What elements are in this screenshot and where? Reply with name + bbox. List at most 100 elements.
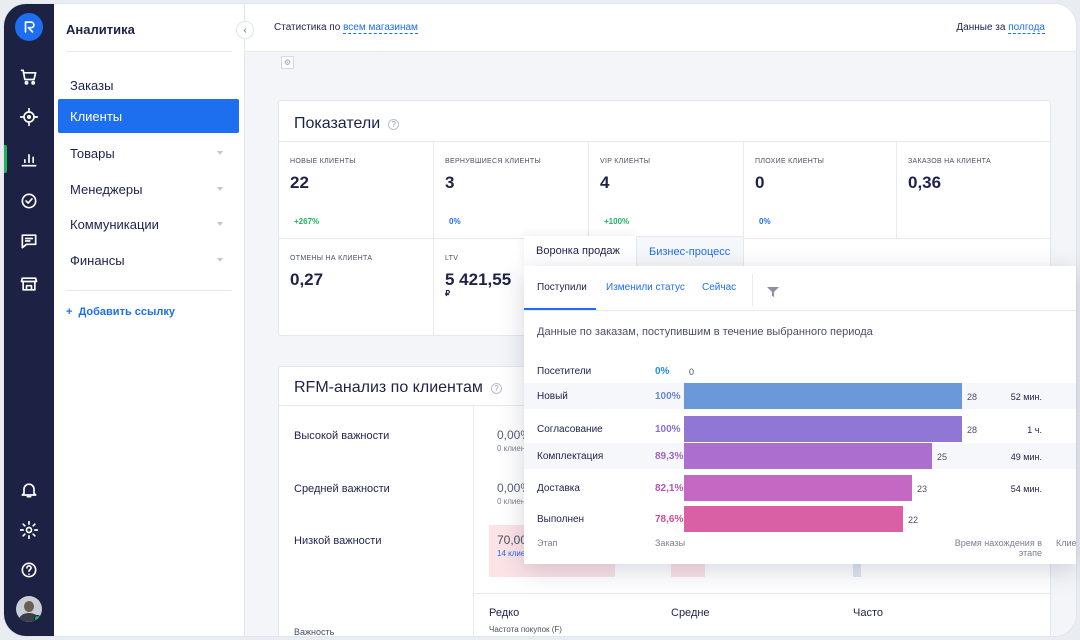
divider xyxy=(473,593,1052,594)
rfm-cell-value: 0,00% xyxy=(497,428,532,442)
metric-change: 0% xyxy=(759,217,771,226)
sidebar-item-label: Менеджеры xyxy=(70,181,143,197)
sidebar-item-communications[interactable]: Коммуникации xyxy=(58,207,239,241)
funnel-row[interactable]: Новый 100% 28 52 мин. xyxy=(524,383,1076,409)
funnel-row[interactable]: Согласование 100% 28 1 ч. xyxy=(524,416,1076,442)
divider xyxy=(66,51,232,52)
tab-label: Воронка продаж xyxy=(536,245,620,257)
metric-change: 0% xyxy=(449,217,461,226)
metric-label: ПЛОХИЕ КЛИЕНТЫ xyxy=(755,158,825,165)
currency-label: ₽ xyxy=(445,289,451,298)
funnel-bar[interactable] xyxy=(684,416,962,442)
funnel-stage-percent: 100% xyxy=(655,424,681,435)
sidebar-item-products[interactable]: Товары xyxy=(58,136,239,170)
avatar[interactable] xyxy=(16,596,42,622)
sidebar-item-managers[interactable]: Менеджеры xyxy=(58,172,239,206)
funnel-stage-count: 22 xyxy=(908,515,919,525)
funnel-stage-name: Согласование xyxy=(537,424,603,435)
bar-chart-icon[interactable] xyxy=(4,141,54,177)
metric-label: ЗАКАЗОВ НА КЛИЕНТА xyxy=(908,158,991,165)
metric-value: 4 xyxy=(600,173,610,192)
rfm-cell-sub: 14 клие xyxy=(497,549,526,558)
help-icon[interactable]: ? xyxy=(388,118,400,130)
sidebar-item-orders[interactable]: Заказы xyxy=(58,68,239,102)
chevron-down-icon xyxy=(217,222,223,226)
check-circle-icon[interactable] xyxy=(4,183,54,219)
cart-icon[interactable] xyxy=(4,59,54,95)
column-header-stage: Этап xyxy=(537,538,558,548)
metric-value: 0 xyxy=(755,173,765,192)
period-label: Данные за xyxy=(956,22,1006,33)
funnel-bar[interactable] xyxy=(684,475,912,501)
subtab-status-changed[interactable]: Изменили статус xyxy=(606,282,685,293)
sidebar-item-clients[interactable]: Клиенты xyxy=(58,99,239,133)
metric-value: 5 421,55 xyxy=(445,270,512,289)
funnel-stage-time: 52 мин. xyxy=(1010,392,1042,402)
target-icon[interactable] xyxy=(4,99,54,135)
filter-icon[interactable] xyxy=(767,284,779,302)
card-title: Показатели ? xyxy=(294,115,400,133)
funnel-stage-time: 54 мин. xyxy=(1010,484,1042,494)
subtab-active-indicator xyxy=(524,308,596,310)
funnel-row[interactable]: Доставка 82,1% 23 54 мин. xyxy=(524,475,1076,501)
rfm-x-value: Средне xyxy=(671,607,710,619)
stats-scope: Статистика по всем магазинам xyxy=(274,22,418,34)
funnel-popup: Поступили Изменили статус Сейчас Данные … xyxy=(524,266,1077,564)
metric-vip-clients: VIP КЛИЕНТЫ 4 +100% xyxy=(589,142,744,239)
funnel-stage-percent: 89,3% xyxy=(655,451,684,462)
collapse-sidebar-button[interactable]: ‹ xyxy=(236,21,254,39)
rfm-cell-sub: 0 клиен xyxy=(497,497,526,506)
gear-icon[interactable] xyxy=(4,512,54,548)
rfm-title: RFM-анализ по клиентам xyxy=(294,379,483,396)
card-title: RFM-анализ по клиентам ? xyxy=(294,379,502,397)
funnel-row[interactable]: Посетители 0% 0 xyxy=(524,362,1076,380)
period-selector-link[interactable]: полгода xyxy=(1008,22,1045,34)
metric-label: ВЕРНУВШИЕСЯ КЛИЕНТЫ xyxy=(445,158,541,165)
metric-value: 22 xyxy=(290,173,309,192)
chevron-down-icon xyxy=(217,258,223,262)
sidebar-item-finance[interactable]: Финансы xyxy=(58,243,239,277)
subtab-received[interactable]: Поступили xyxy=(537,282,587,293)
tab-sales-funnel[interactable]: Воронка продаж xyxy=(524,236,636,266)
period-scope: Данные за полгода xyxy=(956,22,1045,34)
funnel-stage-name: Новый xyxy=(537,391,568,402)
rfm-row-label: Низкой важности xyxy=(294,535,382,547)
metric-change: +100% xyxy=(604,217,630,226)
sidebar-item-label: Коммуникации xyxy=(70,216,159,232)
sidebar-item-label: Товары xyxy=(70,145,115,161)
settings-gear-icon[interactable]: ⚙ xyxy=(281,56,294,69)
rfm-x-value: Часто xyxy=(853,607,883,619)
column-header-time: Время нахождения в этапе xyxy=(954,538,1042,558)
funnel-bar[interactable] xyxy=(684,443,932,469)
tab-business-process[interactable]: Бизнес-процесс xyxy=(636,236,744,266)
funnel-bar[interactable] xyxy=(684,506,903,532)
funnel-bar[interactable] xyxy=(684,383,962,409)
metric-label: ОТМЕНЫ НА КЛИЕНТА xyxy=(290,255,373,262)
funnel-row[interactable]: Выполнен 78,6% 22 xyxy=(524,506,1076,532)
add-link-button[interactable]: + Добавить ссылку xyxy=(66,306,175,318)
funnel-row[interactable]: Комплектация 89,3% 25 49 мин. xyxy=(524,443,1076,469)
rfm-cell[interactable]: 70,00 14 клие xyxy=(497,533,527,558)
metrics-title: Показатели xyxy=(294,115,381,132)
funnel-stage-percent: 0% xyxy=(655,366,670,377)
store-selector-link[interactable]: всем магазинам xyxy=(343,22,418,34)
chat-icon[interactable] xyxy=(4,223,54,259)
divider xyxy=(279,141,1052,142)
store-icon[interactable] xyxy=(4,266,54,302)
metric-bad-clients: ПЛОХИЕ КЛИЕНТЫ 0 0% xyxy=(744,142,897,239)
column-header-orders: Заказы xyxy=(655,538,686,548)
rfm-cell[interactable]: 0,00% 0 клиен xyxy=(497,428,531,453)
chevron-down-icon xyxy=(217,187,223,191)
help-icon[interactable] xyxy=(4,552,54,588)
stats-scope-label: Статистика по xyxy=(274,22,341,33)
rfm-cell-value: 70,00 xyxy=(497,533,528,547)
rfm-row-label: Средней важности xyxy=(294,483,390,495)
rfm-cell[interactable]: 0,00% 0 клиен xyxy=(497,481,531,506)
metric-returned-clients: ВЕРНУВШИЕСЯ КЛИЕНТЫ 3 0% xyxy=(434,142,589,239)
logo-icon[interactable] xyxy=(15,13,43,41)
help-icon[interactable]: ? xyxy=(490,382,502,394)
funnel-stage-time: 1 ч. xyxy=(1027,425,1042,435)
subtab-now[interactable]: Сейчас xyxy=(702,282,737,293)
bell-icon[interactable] xyxy=(4,472,54,508)
metric-change: +267% xyxy=(294,217,320,226)
